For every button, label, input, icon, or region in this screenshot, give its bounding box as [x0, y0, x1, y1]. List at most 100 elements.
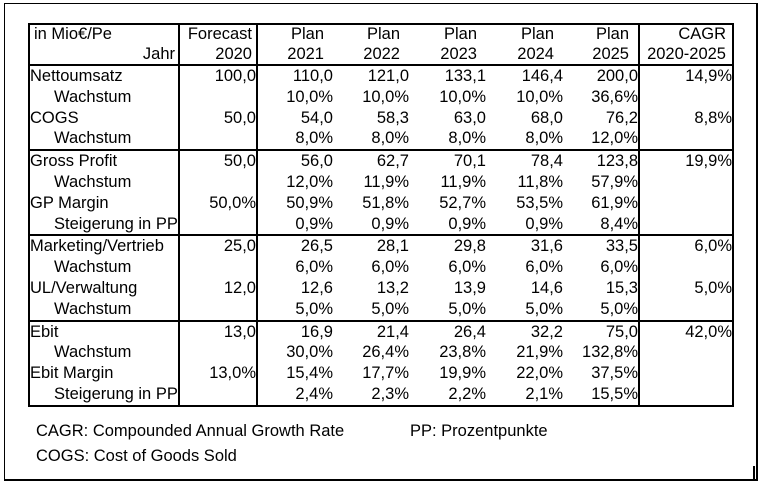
cell-plan-2023: 70,1	[409, 149, 486, 172]
cell-forecast-2020: 100,0	[178, 65, 257, 87]
table-body: Nettoumsatz 100,0 110,0 121,0 133,1 146,4 200,…	[29, 65, 733, 406]
cell-plan-2023: 26,4	[409, 319, 486, 343]
cell-plan-2024: 31,6	[486, 234, 563, 258]
cell-forecast-2020: 50,0%	[178, 192, 257, 214]
cell-cagr	[638, 171, 733, 193]
cell-plan-2025: 36,6%	[591, 87, 638, 106]
cell-cagr: 19,9%	[638, 149, 733, 172]
cell-cagr	[638, 298, 733, 321]
cell-plan-2025: 132,8%	[582, 343, 638, 362]
table-row: GP Margin 50,0% 50,9% 51,8% 52,7% 53,5% 61,9%	[29, 192, 733, 214]
cell-plan-2025: 15,5%	[591, 384, 638, 403]
column-header-forecast-2020: Forecast 2020	[178, 24, 257, 66]
column-header-plan-2024: Plan 2024	[486, 24, 563, 66]
cell-forecast-2020: 50,0	[178, 149, 257, 172]
row-label: Wachstum	[54, 87, 132, 106]
cell-plan-2021: 12,0%	[256, 171, 333, 193]
cell-plan-2023: 5,0%	[448, 299, 486, 318]
cell-plan-2023: 11,9%	[440, 172, 486, 191]
row-label: Ebit Margin	[30, 364, 114, 383]
cell-plan-2025: 33,5	[563, 234, 639, 258]
cell-cagr: 6,0%	[638, 234, 733, 258]
cell-plan-2024: 6,0%	[525, 258, 563, 277]
footnotes-block: CAGR: Compounded Annual Growth Rate COGS…	[36, 419, 344, 468]
cell-plan-2021: 6,0%	[256, 257, 333, 278]
cell-cagr	[638, 257, 733, 278]
table-row: Wachstum 8,0% 8,0% 8,0% 8,0% 12,0%	[29, 128, 733, 151]
financial-plan-table: in Mio€/Pe Jahr Forecast 2020 Plan 2021 …	[28, 23, 734, 407]
cell-plan-2024: 8,0%	[525, 129, 563, 148]
cell-forecast-2020: 12,0	[178, 277, 257, 299]
row-label: Wachstum	[54, 258, 132, 277]
cell-cagr	[638, 363, 733, 384]
row-label: COGS	[30, 108, 79, 127]
row-label: Wachstum	[54, 172, 132, 191]
cell-plan-2024: 21,9%	[516, 343, 563, 362]
table-row: Wachstum 12,0% 11,9% 11,9% 11,8% 57,9%	[29, 171, 733, 193]
row-label: Wachstum	[54, 343, 132, 362]
cell-cagr	[638, 383, 733, 406]
cell-plan-2024: 53,5%	[516, 193, 563, 212]
cell-plan-2022: 17,7%	[362, 364, 409, 383]
cell-plan-2022: 51,8%	[362, 193, 409, 212]
cell-plan-2022: 8,0%	[371, 129, 409, 148]
row-label: Nettoumsatz	[30, 67, 123, 85]
cell-plan-2025: 200,0	[596, 67, 638, 85]
cell-plan-2024: 78,4	[486, 149, 563, 172]
row-label: Marketing/Vertrieb	[29, 234, 179, 258]
cell-plan-2021: 15,4%	[256, 363, 333, 384]
cell-forecast-2020	[178, 128, 257, 151]
column-header-plan-2021: Plan 2021	[256, 24, 333, 66]
cell-plan-2021: 26,5	[256, 234, 333, 258]
column-header-plan-2022: Plan 2022	[333, 24, 409, 66]
cell-plan-2023: 6,0%	[448, 258, 486, 277]
table-row: UL/Verwaltung 12,0 12,6 13,2 13,9 14,6 15,3 5,0…	[29, 277, 733, 299]
row-label: Wachstum	[54, 129, 132, 148]
cell-plan-2021: 2,4%	[256, 383, 333, 406]
cell-plan-2022: 121,0	[367, 67, 409, 85]
column-header-cagr: CAGR 2020-2025	[638, 24, 733, 66]
cell-plan-2025: 8,4%	[600, 214, 638, 233]
cell-plan-2025: 57,9%	[591, 172, 638, 191]
row-label: Gross Profit	[29, 149, 179, 172]
row-label: GP Margin	[30, 193, 109, 212]
cell-forecast-2020	[178, 257, 257, 278]
cell-plan-2024: 2,1%	[525, 384, 563, 403]
cell-plan-2025: 37,5%	[591, 364, 638, 383]
cell-plan-2023: 0,9%	[448, 214, 486, 233]
cell-plan-2024: 0,9%	[525, 214, 563, 233]
cell-plan-2025: 76,2	[605, 108, 638, 127]
cell-cagr	[638, 213, 733, 236]
row-label: Ebit	[29, 319, 179, 343]
table-row: Wachstum 10,0% 10,0% 10,0% 10,0% 36,6%	[29, 86, 733, 108]
table-row: Nettoumsatz 100,0 110,0 121,0 133,1 146,4 200,…	[29, 65, 733, 87]
cell-plan-2023: 133,1	[444, 67, 486, 85]
column-header-unit: in Mio€/Pe Jahr	[29, 24, 179, 66]
cell-forecast-2020: 25,0	[178, 234, 257, 258]
cell-plan-2021: 30,0%	[256, 342, 333, 364]
cell-plan-2023: 63,0	[453, 108, 486, 127]
cell-forecast-2020: 13,0	[178, 319, 257, 343]
cell-forecast-2020: 13,0%	[178, 363, 257, 384]
table-row: Ebit 13,0 16,9 21,4 26,4 32,2 75,0 42,0%	[29, 319, 733, 343]
cell-plan-2025: 5,0%	[600, 299, 638, 318]
cell-forecast-2020	[178, 342, 257, 364]
cell-plan-2023: 8,0%	[448, 129, 486, 148]
cell-plan-2022: 62,7	[333, 149, 409, 172]
column-header-plan-2023: Plan 2023	[409, 24, 486, 66]
cell-plan-2021: 0,9%	[256, 213, 333, 236]
cell-plan-2021: 8,0%	[256, 128, 333, 151]
cell-plan-2022: 5,0%	[371, 299, 409, 318]
row-label: Steigerung in PP	[54, 384, 178, 403]
cell-cagr	[638, 128, 733, 151]
border-artifact-line	[753, 466, 755, 479]
cell-plan-2025: 6,0%	[600, 258, 638, 277]
cell-plan-2025: 15,3	[605, 278, 638, 297]
cell-plan-2021: 56,0	[256, 149, 333, 172]
row-label: Steigerung in PP	[54, 214, 178, 233]
cell-plan-2023: 13,9	[453, 278, 486, 297]
table-row: Ebit Margin 13,0% 15,4% 17,7% 19,9% 22,0% 37,5…	[29, 363, 733, 384]
table-row: Gross Profit 50,0 56,0 62,7 70,1 78,4 123,8 19,…	[29, 149, 733, 172]
cell-forecast-2020	[178, 86, 257, 108]
cell-plan-2022: 2,3%	[371, 384, 409, 403]
